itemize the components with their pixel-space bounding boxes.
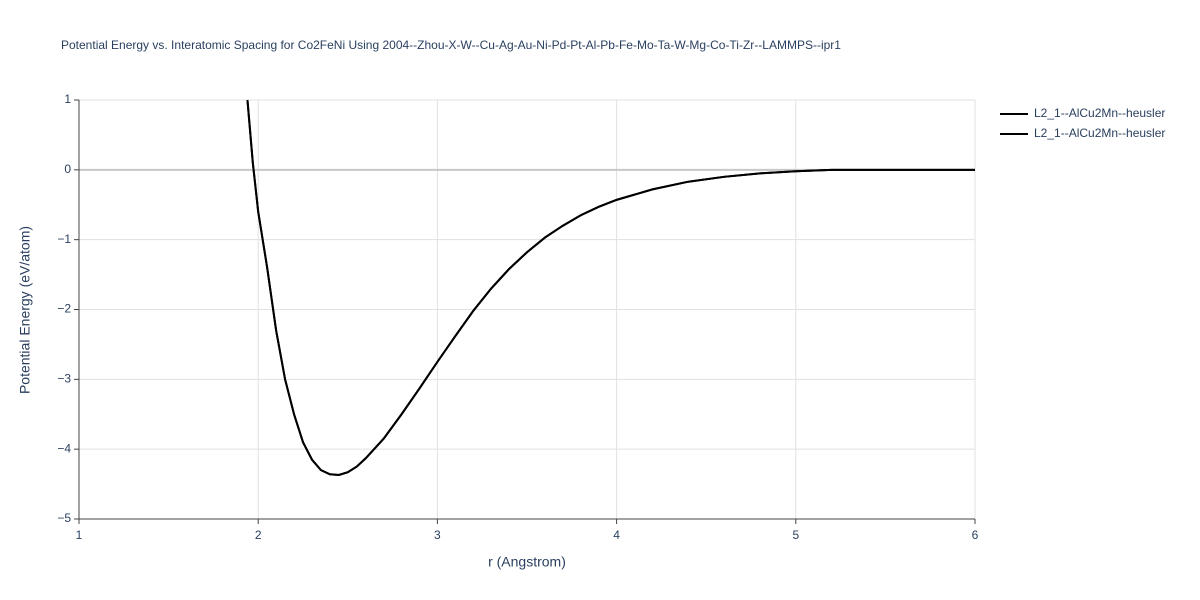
x-tick-label: 4 xyxy=(613,528,620,542)
chart-title: Potential Energy vs. Interatomic Spacing… xyxy=(61,38,841,52)
y-tick-label: 0 xyxy=(64,162,71,176)
y-tick-label: −1 xyxy=(57,232,71,246)
line-series xyxy=(246,99,975,477)
x-tick-label: 2 xyxy=(255,528,262,542)
legend-label: L2_1--AlCu2Mn--heusler xyxy=(1034,106,1165,120)
x-tick-label: 5 xyxy=(792,528,799,542)
legend-label: L2_1--AlCu2Mn--heusler xyxy=(1034,126,1165,140)
x-tick-label: 6 xyxy=(972,528,979,542)
line-series xyxy=(246,99,975,477)
y-tick-label: −3 xyxy=(57,372,71,386)
y-tick-label: 1 xyxy=(64,92,71,106)
y-tick-label: −2 xyxy=(57,302,71,316)
x-tick-label: 3 xyxy=(434,528,441,542)
y-tick-label: −4 xyxy=(57,441,71,455)
y-tick-label: −5 xyxy=(57,511,71,525)
x-tick-label: 1 xyxy=(76,528,83,542)
x-axis-title: r (Angstrom) xyxy=(488,554,566,570)
y-axis-title: Potential Energy (eV/atom) xyxy=(17,226,33,394)
